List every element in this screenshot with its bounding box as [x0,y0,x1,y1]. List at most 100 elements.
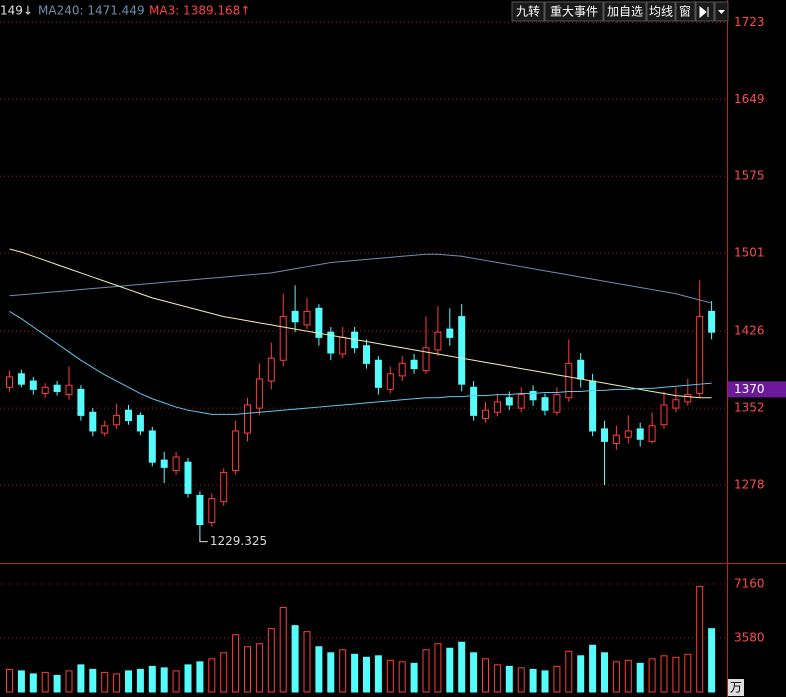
volume-bar [29,673,37,693]
candle-body [125,409,132,422]
candle-body [232,430,240,471]
volume-bar [172,670,180,693]
volume-bar [696,585,704,693]
candle-body [65,384,73,396]
volume-bar [410,662,418,693]
candle-body [160,459,168,468]
volume-bar [708,628,716,693]
candle-body [434,331,442,351]
candle-body [505,397,513,406]
candle-body [208,498,216,523]
volume-bar [184,664,192,693]
candle-body [184,461,192,494]
candle-body [612,434,620,444]
volume-bar [244,646,251,693]
volume-bar [601,652,608,693]
button[interactable] [646,1,676,22]
volume-bar [125,670,132,693]
ma-line [9,310,712,415]
y-tick-label: 7160 [734,577,765,591]
candle-body [458,316,466,385]
volume-bar [339,649,347,693]
volume-bar [148,665,156,693]
y-tick-label: 1649 [734,92,765,106]
toolbar: 149↓ MA240: 1471.449 MA3: 1389.168↑ 九转 重… [0,1,729,22]
volume-bar [541,670,549,693]
volume-bar [422,649,430,693]
low-pointer [199,535,208,543]
candle-body [279,316,287,361]
candle-body [220,472,228,503]
volume-bar [101,671,109,693]
candle-body [493,401,501,413]
candle-body [589,380,597,432]
volume-bar [624,659,632,693]
button-label[interactable]: 九转 [516,4,540,19]
y-tick-label: 1723 [734,15,765,29]
volume-bar [77,664,85,693]
button[interactable] [511,1,545,22]
candle-body [565,362,573,399]
volume-bar [577,655,585,693]
candle-body [577,359,585,380]
last-price-tag [728,381,786,398]
candle-body [553,394,561,413]
volume-bar [529,668,537,693]
candle-body [517,394,525,409]
candle-body [267,357,275,382]
volume-bar [41,671,49,693]
volume-bar [446,647,454,693]
volume-unit: 万 [730,681,742,695]
volume-bar [89,668,97,693]
candle-body [398,362,406,377]
volume-bar [279,607,287,693]
candle-body [422,347,430,372]
candle-body [601,428,608,442]
candle-body [470,386,478,416]
volume-bar [351,653,359,693]
volume-bar [65,670,73,693]
button-label[interactable]: 窗 [679,5,691,19]
candle-body [696,316,704,395]
volume-bar [363,656,370,693]
volume-bar [136,668,144,693]
volume-bar [113,673,121,693]
candle-body [89,411,97,432]
volume-bar [636,662,644,693]
y-tick-label: 1575 [734,169,765,183]
candle-body [684,394,692,403]
candle-body [410,359,418,370]
candle-body [136,414,144,432]
last-price-label: 1370 [734,382,765,396]
volume-bar [303,631,311,693]
candle-body [327,331,335,354]
y-tick-label: 1501 [734,246,765,260]
volume-bar [553,665,561,693]
volume-bar [327,652,335,693]
button-label[interactable]: 加自选 [607,5,643,19]
volume-bar [255,643,263,693]
candle-body [6,376,13,388]
button[interactable] [603,1,647,22]
candle-body [148,430,156,463]
candle-body [41,386,49,395]
button[interactable] [675,1,696,22]
candle-body [291,310,299,323]
candle-body [29,380,37,390]
button-label[interactable]: 均线 [649,5,673,19]
volume-bar [612,661,620,693]
candle-body [672,399,680,409]
candle-body [529,390,537,401]
candle-body [172,456,180,471]
volume-bar [672,656,680,693]
button[interactable] [544,1,604,22]
volume-bar [660,655,668,693]
volume-bar [517,667,525,693]
button-label[interactable]: 重大事件 [550,5,598,19]
volume-bar [291,625,299,693]
ma-line [9,253,712,304]
y-tick-label: 3580 [734,631,765,645]
